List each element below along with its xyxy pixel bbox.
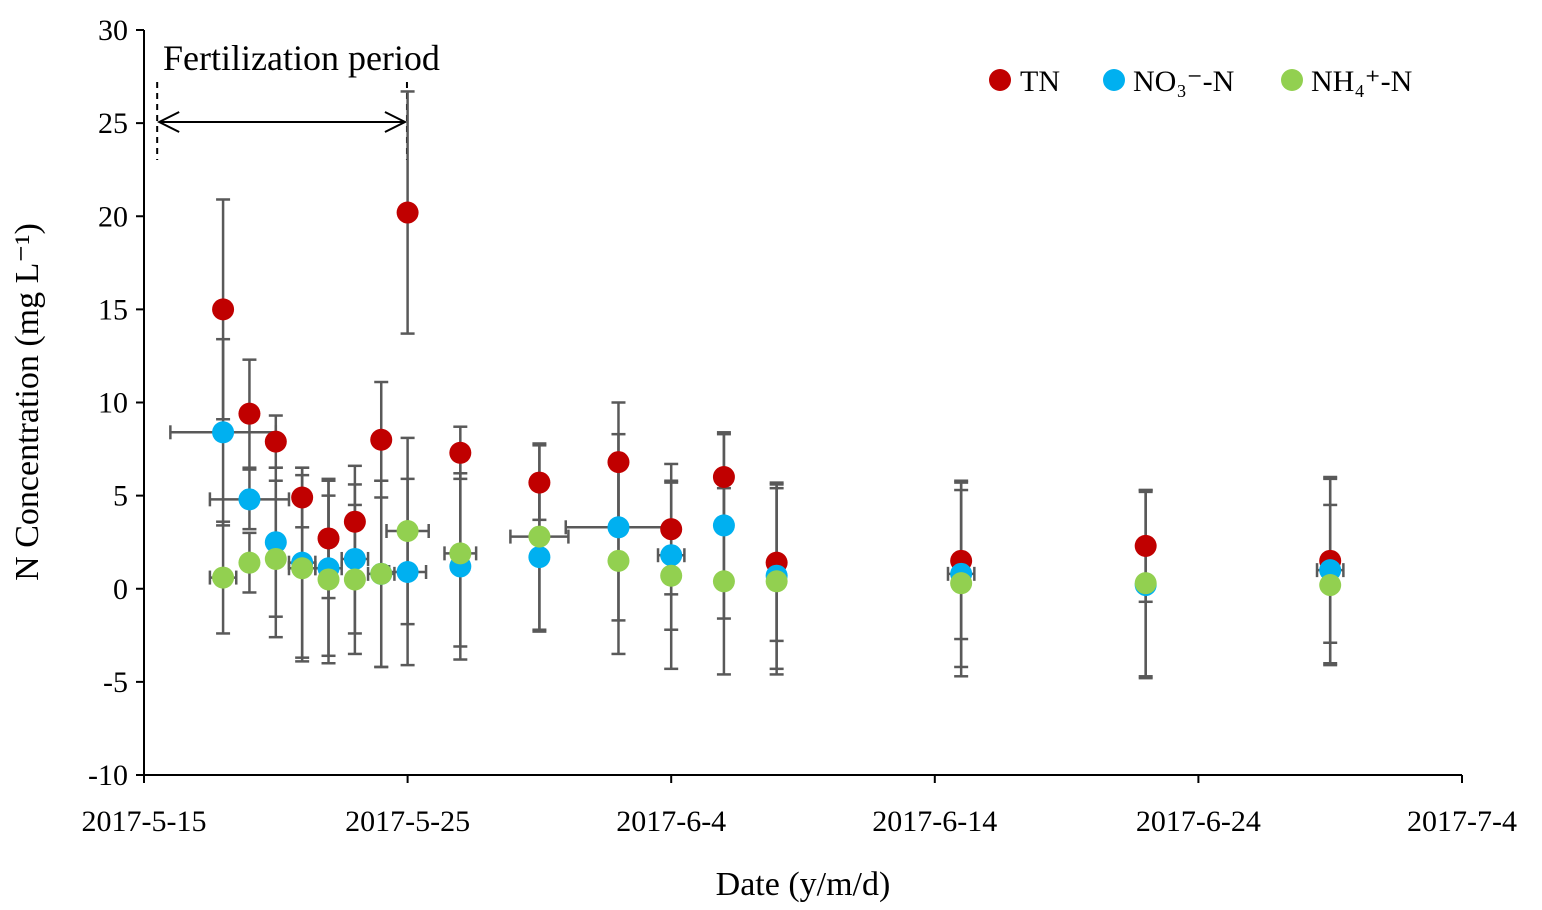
data-point-series-3 [1319, 574, 1342, 597]
data-point-series-1 [291, 486, 314, 509]
data-point-series-3 [212, 566, 235, 589]
data-point-series-2 [396, 560, 419, 583]
data-point-series-1 [317, 527, 340, 550]
y-tick-label: 0 [113, 573, 128, 606]
x-tick-label: 2017-6-14 [872, 805, 997, 838]
data-point-series-3 [370, 562, 393, 585]
y-tick-label: 30 [98, 14, 128, 47]
axes: -10 -5 0 5 10 15 20 25 30 2017-5-15 2017-5-25 2017-… [82, 14, 1517, 838]
data-point-series-3 [343, 568, 366, 591]
y-tick-label: 25 [98, 107, 128, 140]
data-point-series-3 [950, 572, 973, 595]
y-tick-label: -10 [88, 759, 128, 792]
data-point-series-2 [660, 544, 683, 567]
y-tick-label: 20 [98, 200, 128, 233]
data-point-series-1 [343, 510, 366, 533]
data-point-series-1 [712, 466, 735, 488]
y-axis-title: N Concentration (mg L⁻¹) [9, 223, 46, 581]
data-point-series-3 [765, 570, 788, 593]
error-bars [169, 90, 1345, 680]
fertilization-annotation: Fertilization period [156, 38, 440, 160]
data-point-series-3 [607, 549, 630, 572]
legend-marker [1103, 69, 1125, 91]
data-point-series-1 [396, 201, 419, 224]
data-point-series-3 [449, 542, 472, 565]
y-tick-label: 5 [113, 480, 128, 513]
data-point-series-2 [212, 421, 235, 444]
legend-label: TN [1020, 65, 1060, 98]
data-point-series-1 [212, 298, 235, 321]
x-axis-title: Date (y/m/d) [716, 866, 891, 903]
data-point-series-2 [712, 514, 735, 537]
y-tick-label: -5 [103, 666, 128, 699]
legend-marker [1281, 69, 1303, 91]
data-point-series-3 [396, 520, 419, 543]
data-point-series-1 [238, 402, 261, 425]
legend-label: NO₃⁻-N [1133, 65, 1234, 98]
data-point-series-3 [264, 547, 287, 570]
data-points [212, 201, 1342, 597]
data-point-series-2 [238, 488, 261, 511]
data-point-series-3 [291, 557, 314, 580]
legend-label: NH₄⁺-N [1311, 65, 1412, 98]
data-point-series-3 [528, 525, 551, 548]
x-tick-label: 2017-5-15 [82, 805, 207, 838]
legend-marker [989, 69, 1011, 91]
x-tick-label: 2017-6-4 [616, 805, 726, 838]
y-tick-label: 15 [98, 293, 128, 326]
data-point-series-2 [343, 547, 366, 570]
data-point-series-1 [370, 428, 393, 451]
x-tick-label: 2017-6-24 [1136, 805, 1261, 838]
data-point-series-2 [607, 516, 630, 539]
data-point-series-1 [264, 430, 287, 453]
fertilization-period-label: Fertilization period [163, 38, 440, 78]
data-point-series-1 [660, 518, 683, 541]
data-point-series-3 [1134, 572, 1157, 595]
x-tick-label: 2017-7-4 [1407, 805, 1517, 838]
data-point-series-3 [660, 564, 683, 587]
data-point-series-1 [607, 451, 630, 474]
x-tick-label: 2017-5-25 [345, 805, 470, 838]
data-point-series-3 [712, 570, 735, 593]
data-point-series-3 [317, 568, 340, 591]
data-point-series-2 [528, 546, 551, 569]
data-point-series-1 [528, 471, 551, 494]
data-point-series-1 [1134, 534, 1157, 557]
data-point-series-1 [449, 441, 472, 464]
legend: TN NO₃⁻-N NH₄⁺-N [989, 65, 1412, 98]
y-tick-label: 10 [98, 387, 128, 420]
data-point-series-2 [264, 531, 287, 554]
data-point-series-3 [238, 551, 261, 574]
